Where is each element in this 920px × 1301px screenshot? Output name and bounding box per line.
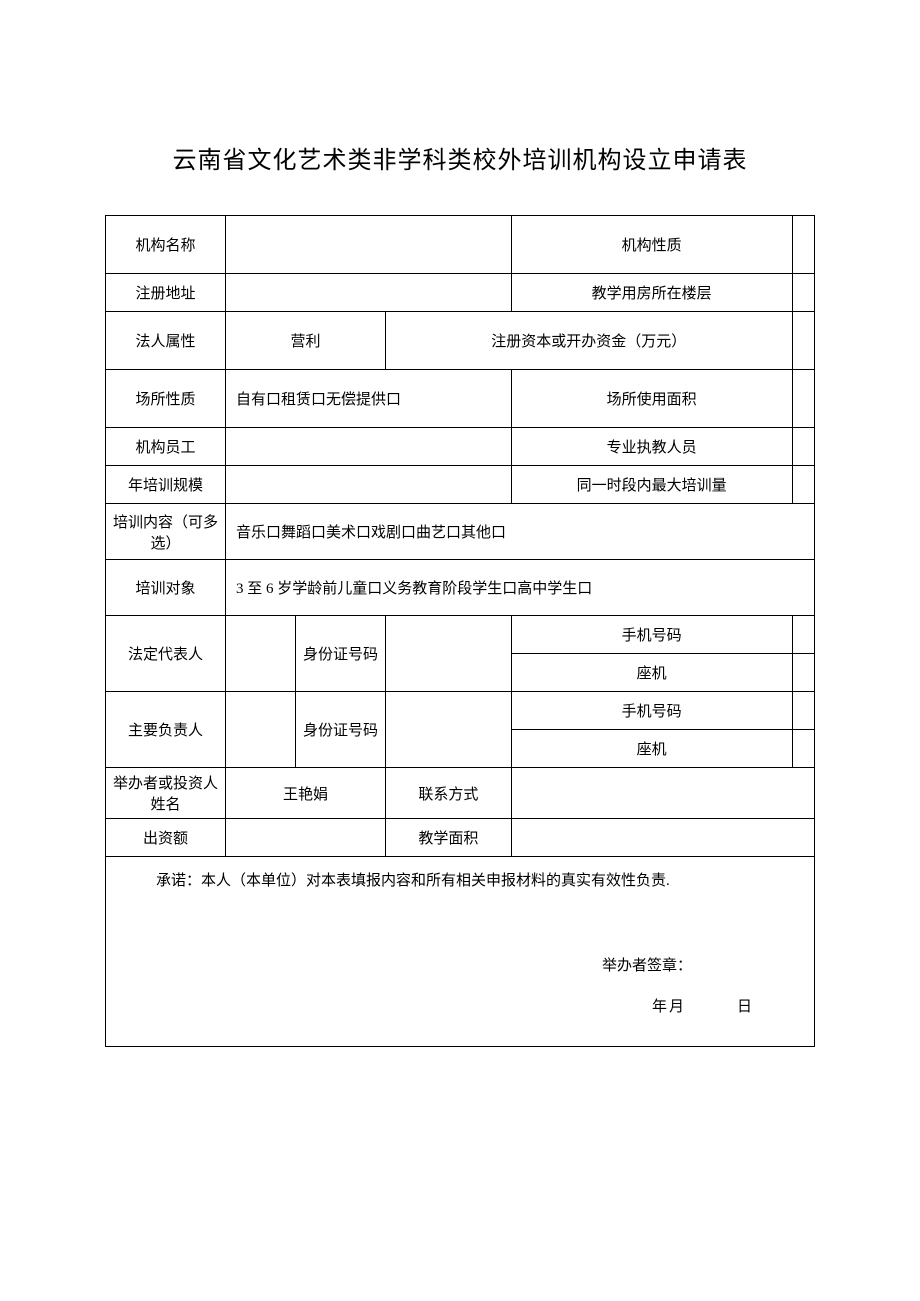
teaching-floor-value — [792, 274, 814, 312]
legal-attr-value: 营利 — [226, 312, 386, 370]
mobile-label: 手机号码 — [511, 616, 792, 654]
legal-rep-label: 法定代表人 — [106, 616, 226, 692]
prof-teachers-label: 专业执教人员 — [511, 428, 792, 466]
org-nature-label: 机构性质 — [511, 216, 792, 274]
annual-scale-label: 年培训规模 — [106, 466, 226, 504]
signature-block: 举办者签章： 年月 日 — [602, 954, 754, 1016]
application-form-table: 机构名称 机构性质 注册地址 教学用房所在楼层 法人属性 营利 注册资本或开办资… — [105, 215, 815, 1047]
mobile-value — [792, 616, 814, 654]
training-content-value: 音乐口舞蹈口美术口戏剧口曲艺口其他口 — [226, 504, 815, 560]
signature-label: 举办者签章： — [602, 954, 754, 975]
landline-label: 座机 — [511, 654, 792, 692]
declaration-text: 承诺：本人（本单位）对本表填报内容和所有相关申报材料的真实有效性负责. — [126, 869, 794, 890]
legal-attr-label: 法人属性 — [106, 312, 226, 370]
venue-nature-value: 自有口租赁口无偿提供口 — [226, 370, 512, 428]
max-concurrent-value — [792, 466, 814, 504]
page-title: 云南省文化艺术类非学科类校外培训机构设立申请表 — [105, 140, 815, 175]
teaching-area-value — [511, 819, 814, 857]
org-name-label: 机构名称 — [106, 216, 226, 274]
main-person-label: 主要负责人 — [106, 692, 226, 768]
contact-label: 联系方式 — [386, 768, 512, 819]
venue-area-value — [792, 370, 814, 428]
org-name-value — [226, 216, 512, 274]
training-target-value: 3 至 6 岁学龄前儿童口义务教育阶段学生口高中学生口 — [226, 560, 815, 616]
training-content-label: 培训内容（可多选） — [106, 504, 226, 560]
venue-nature-label: 场所性质 — [106, 370, 226, 428]
org-staff-value — [226, 428, 512, 466]
organizer-name-label: 举办者或投资人姓名 — [106, 768, 226, 819]
date-label: 年月 日 — [602, 995, 754, 1016]
training-target-label: 培训对象 — [106, 560, 226, 616]
landline-value — [792, 654, 814, 692]
max-concurrent-label: 同一时段内最大培训量 — [511, 466, 792, 504]
venue-area-label: 场所使用面积 — [511, 370, 792, 428]
reg-capital-label: 注册资本或开办资金（万元） — [386, 312, 793, 370]
legal-rep-name-value — [226, 616, 296, 692]
organizer-name-value: 王艳娟 — [226, 768, 386, 819]
id-number-value — [386, 616, 512, 692]
declaration-cell: 承诺：本人（本单位）对本表填报内容和所有相关申报材料的真实有效性负责. 举办者签… — [106, 857, 815, 1047]
id-number-label: 身份证号码 — [296, 616, 386, 692]
reg-address-label: 注册地址 — [106, 274, 226, 312]
teaching-area-label: 教学面积 — [386, 819, 512, 857]
prof-teachers-value — [792, 428, 814, 466]
id-number-label2: 身份证号码 — [296, 692, 386, 768]
landline-label2: 座机 — [511, 730, 792, 768]
org-nature-value — [792, 216, 814, 274]
contact-value — [511, 768, 814, 819]
landline-value2 — [792, 730, 814, 768]
id-number-value2 — [386, 692, 512, 768]
reg-address-value — [226, 274, 512, 312]
teaching-floor-label: 教学用房所在楼层 — [511, 274, 792, 312]
mobile-label2: 手机号码 — [511, 692, 792, 730]
investment-value — [226, 819, 386, 857]
org-staff-label: 机构员工 — [106, 428, 226, 466]
annual-scale-value — [226, 466, 512, 504]
main-person-name-value — [226, 692, 296, 768]
investment-label: 出资额 — [106, 819, 226, 857]
reg-capital-value — [792, 312, 814, 370]
mobile-value2 — [792, 692, 814, 730]
